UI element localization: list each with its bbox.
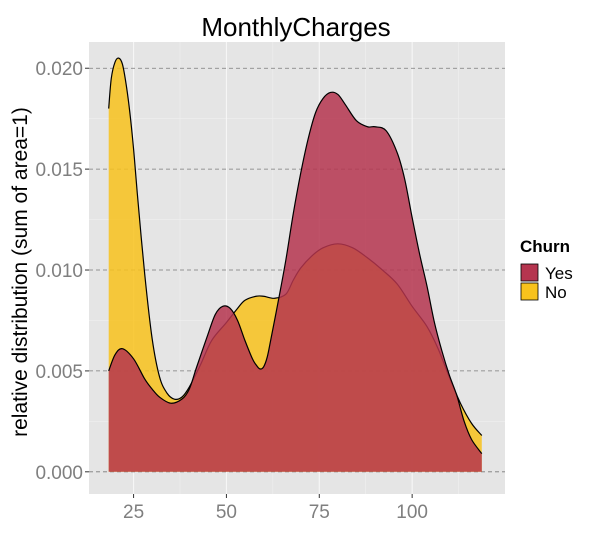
legend: Churn Yes No <box>520 237 573 302</box>
density-areas <box>108 57 483 472</box>
legend-swatch-yes <box>520 263 539 282</box>
x-tick-label-1: 50 <box>216 502 237 523</box>
legend-label-yes: Yes <box>545 264 573 283</box>
y-tick-label-2: 0.010 <box>35 261 83 282</box>
y-tick-label-0: 0.000 <box>35 463 83 484</box>
x-tick-label-2: 75 <box>309 502 330 523</box>
legend-swatch-no <box>520 282 539 301</box>
y-axis-label: relative distribution (sum of area=1) <box>9 107 32 437</box>
y-tick-label-4: 0.020 <box>35 59 83 80</box>
x-tick-labels: 25 50 75 100 <box>123 502 428 523</box>
y-tick-labels: 0.000 0.005 0.010 0.015 0.020 <box>35 59 83 484</box>
legend-label-no: No <box>545 283 567 302</box>
x-tick-label-0: 25 <box>123 502 144 523</box>
y-tick-label-3: 0.015 <box>35 160 83 181</box>
y-tick-label-1: 0.005 <box>35 362 83 383</box>
legend-title: Churn <box>520 237 570 256</box>
x-tick-label-3: 100 <box>396 502 428 523</box>
axis-ticks <box>85 67 413 498</box>
density-line-yes <box>108 91 483 454</box>
chart-title: MonthlyCharges <box>201 12 390 42</box>
density-area-yes <box>108 92 482 472</box>
